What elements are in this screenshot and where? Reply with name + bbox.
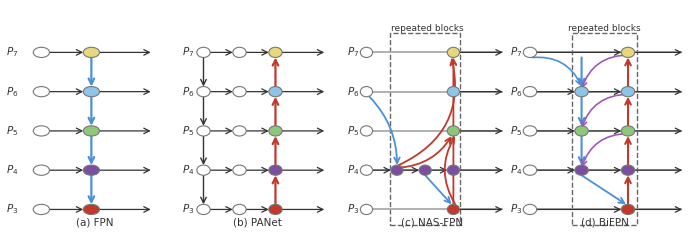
Circle shape <box>360 126 372 136</box>
Circle shape <box>360 165 372 175</box>
Circle shape <box>34 87 50 97</box>
Circle shape <box>524 87 537 97</box>
Circle shape <box>622 204 635 215</box>
Circle shape <box>233 87 246 97</box>
Circle shape <box>524 204 537 215</box>
Circle shape <box>622 47 635 58</box>
Circle shape <box>622 126 635 136</box>
Circle shape <box>197 87 210 97</box>
Circle shape <box>447 47 459 58</box>
Circle shape <box>83 204 99 215</box>
Circle shape <box>269 126 282 136</box>
Circle shape <box>524 165 537 175</box>
Circle shape <box>269 165 282 175</box>
Text: (b) PANet: (b) PANet <box>233 217 282 227</box>
Circle shape <box>269 87 282 97</box>
Text: $P_{7}$: $P_{7}$ <box>183 46 195 59</box>
Text: $P_{5}$: $P_{5}$ <box>183 124 195 138</box>
Text: $P_{4}$: $P_{4}$ <box>510 163 523 177</box>
Circle shape <box>233 47 246 58</box>
Circle shape <box>447 165 459 175</box>
Text: $P_{5}$: $P_{5}$ <box>510 124 523 138</box>
Text: $P_{4}$: $P_{4}$ <box>6 163 18 177</box>
Circle shape <box>34 126 50 136</box>
Circle shape <box>622 87 635 97</box>
Circle shape <box>83 87 99 97</box>
Circle shape <box>447 126 459 136</box>
Text: $P_{3}$: $P_{3}$ <box>510 202 523 216</box>
Circle shape <box>269 204 282 215</box>
Text: (d) BiFPN: (d) BiFPN <box>581 217 629 227</box>
Circle shape <box>360 87 372 97</box>
Text: $P_{7}$: $P_{7}$ <box>6 46 18 59</box>
Text: $P_{7}$: $P_{7}$ <box>346 46 359 59</box>
Circle shape <box>83 47 99 58</box>
Text: $P_{3}$: $P_{3}$ <box>346 202 359 216</box>
Circle shape <box>360 47 372 58</box>
Circle shape <box>34 47 50 58</box>
Circle shape <box>83 165 99 175</box>
Circle shape <box>447 87 459 97</box>
Text: $P_{3}$: $P_{3}$ <box>6 202 18 216</box>
Text: $P_{3}$: $P_{3}$ <box>183 202 195 216</box>
Text: $P_{7}$: $P_{7}$ <box>510 46 523 59</box>
Circle shape <box>197 204 210 215</box>
Circle shape <box>34 204 50 215</box>
Circle shape <box>197 165 210 175</box>
Text: $P_{6}$: $P_{6}$ <box>183 85 195 99</box>
Text: repeated blocks: repeated blocks <box>391 24 464 33</box>
Text: (a) FPN: (a) FPN <box>76 217 113 227</box>
Circle shape <box>524 126 537 136</box>
Circle shape <box>391 165 403 175</box>
Circle shape <box>419 165 431 175</box>
Text: $P_{5}$: $P_{5}$ <box>346 124 359 138</box>
Circle shape <box>83 126 99 136</box>
Circle shape <box>360 204 372 215</box>
Text: $P_{6}$: $P_{6}$ <box>6 85 18 99</box>
Circle shape <box>197 126 210 136</box>
Text: $P_{4}$: $P_{4}$ <box>346 163 359 177</box>
Circle shape <box>197 47 210 58</box>
Circle shape <box>447 204 459 215</box>
Circle shape <box>575 87 588 97</box>
Circle shape <box>34 165 50 175</box>
Circle shape <box>524 47 537 58</box>
Text: (c) NAS-FPN: (c) NAS-FPN <box>401 217 463 227</box>
Circle shape <box>233 204 246 215</box>
Circle shape <box>269 47 282 58</box>
Text: $P_{4}$: $P_{4}$ <box>183 163 195 177</box>
Text: repeated blocks: repeated blocks <box>568 24 641 33</box>
Circle shape <box>575 165 588 175</box>
Text: $P_{5}$: $P_{5}$ <box>6 124 18 138</box>
Text: $P_{6}$: $P_{6}$ <box>510 85 523 99</box>
Circle shape <box>575 126 588 136</box>
Circle shape <box>622 165 635 175</box>
Circle shape <box>233 165 246 175</box>
Text: $P_{6}$: $P_{6}$ <box>346 85 359 99</box>
Circle shape <box>233 126 246 136</box>
